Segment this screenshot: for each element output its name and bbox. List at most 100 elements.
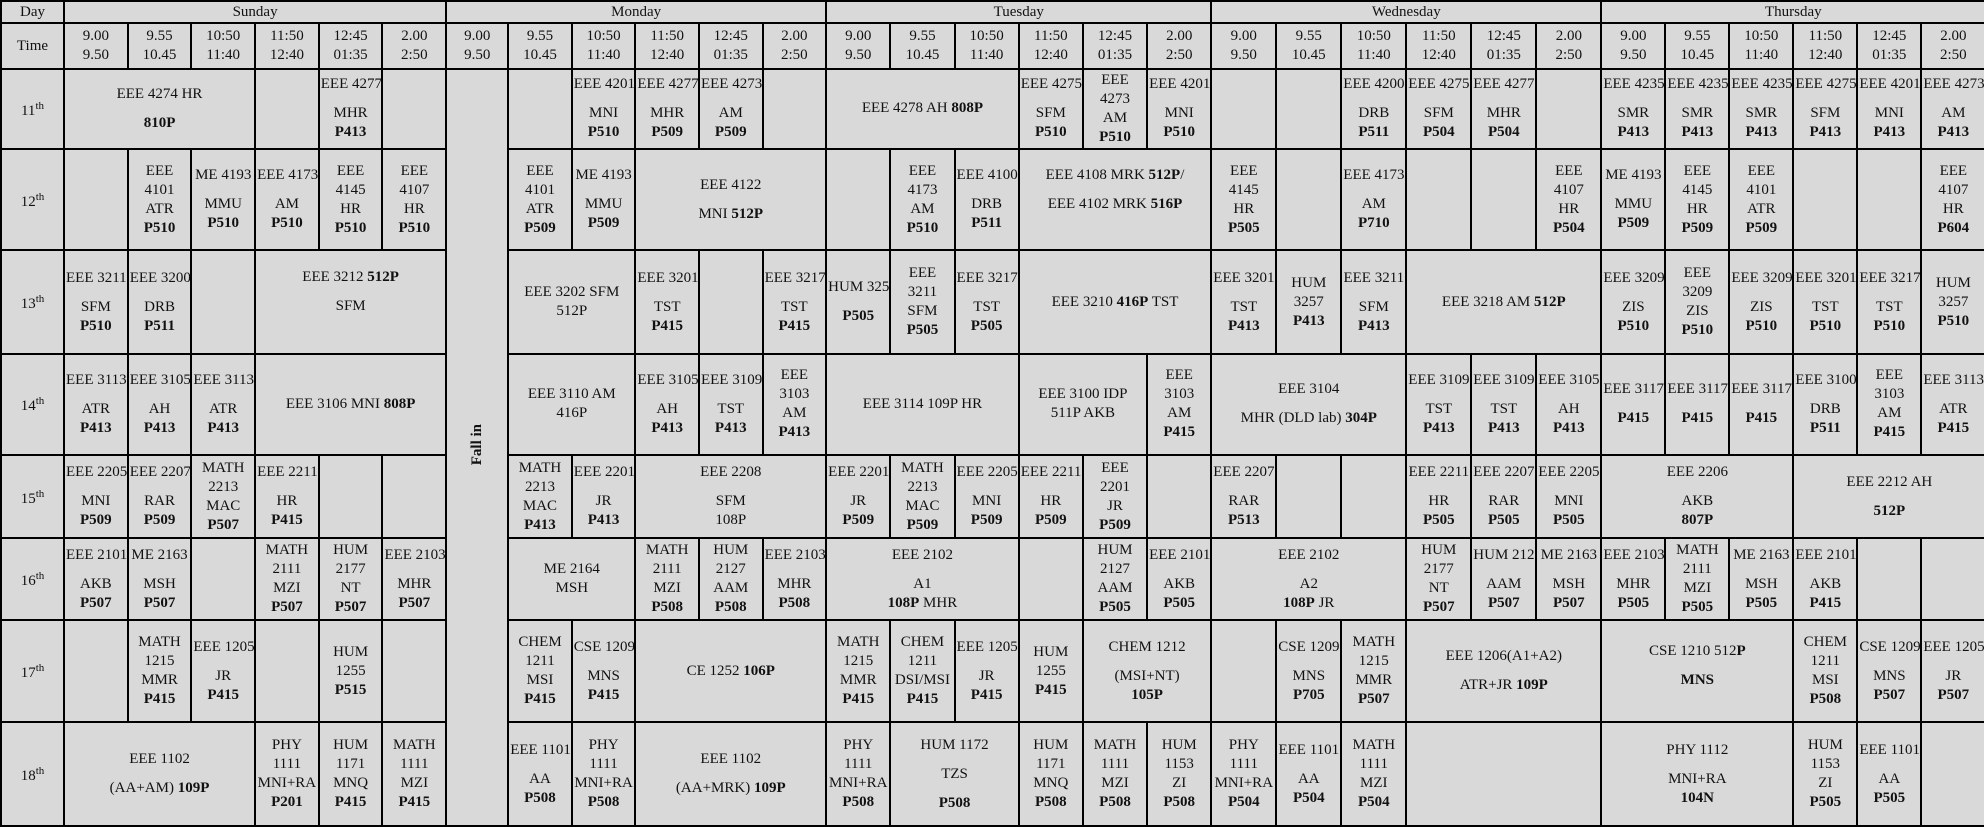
spacer [257,482,317,492]
lab-course: EEE 4122 [700,176,762,193]
room-number: P705 [1292,686,1325,703]
course-number: 1211 [1810,653,1841,670]
empty-slot [1405,147,1473,252]
course-code: EEE 4200 [1343,76,1405,93]
time-slot-thursday-6: 2.00 2:50 [1920,22,1984,70]
room-number: P510 [906,219,939,236]
teacher-initials: AM [274,196,299,213]
class-cell: CSE 1209 MNS P507 [1856,619,1923,724]
lab-session-cell: EEE 4122 MNI 512P [634,147,828,252]
course-number: 2177 [1423,561,1454,578]
room-number: P505 [1809,794,1842,811]
slot-start: 9.55 [1684,28,1711,44]
teacher-initials: MMU [584,196,623,213]
teacher-initials: AM [1167,405,1192,422]
teacher-initials: MZI [1683,580,1712,597]
teacher-initials: MMR [1355,672,1393,689]
course-code: EEE 3209 [1603,269,1665,286]
lab-course: EEE 3218 AM [1441,293,1535,310]
teacher-initials: TST [1875,298,1903,315]
slot-start: 9.00 [845,28,872,44]
teacher-initials: SFM [907,303,938,320]
room-number: P510 [207,215,240,232]
room-number: P510 [1873,317,1906,334]
course-dept: EEE [1747,162,1776,179]
class-cell: EEE 3211 SFM P413 [1340,249,1408,355]
class-cell: EEE 1205 JR P415 [190,619,257,724]
lab-detail: 511P AKB [1050,405,1116,422]
class-cell: MATH 1111 MZI P504 [1340,721,1408,827]
course-dept: PHY [1228,737,1259,754]
teacher-initials: RAR [1488,493,1520,510]
class-cell: EEE 2201 JR P509 [1081,454,1149,540]
empty-slot [1856,147,1923,252]
course-dept: EEE [1683,162,1712,179]
spacer [892,755,1016,765]
batch-suffix: th [35,293,45,306]
lab-session-cell: HUM 1172 TZS P508 [889,721,1020,827]
empty-slot [1146,454,1213,540]
course-code: CSE 1209 [573,638,636,655]
room-number: P509 [143,512,176,529]
spacer [1408,390,1469,400]
class-cell: MATH 1111 MZI P415 [381,721,448,827]
room-number: P504 [1422,124,1455,141]
class-cell: EEE 3217 TST P415 [761,249,828,355]
room-number: P507 [1357,691,1390,708]
spacer [193,657,253,667]
spacer [1213,399,1404,409]
course-code: EEE 4201 [1149,76,1211,93]
course-dept: EEE [1683,265,1712,282]
course-number: 3211 [907,284,938,301]
room-number: P413 [1552,419,1585,436]
day-tuesday: Tuesday [825,0,1213,24]
class-cell: EEE 1101 AA P505 [1856,721,1923,827]
slot-start: 11:50 [1421,28,1456,44]
lab-line: EEE 3218 AM 512P [1408,293,1599,312]
slot-start: 2.00 [401,28,428,44]
batch-row-16: 16th EEE 2101 AKB P507 ME 2163 MSH P507 MATH 211… [0,537,1984,622]
empty-slot [254,619,320,724]
lab-room: 109P [1516,677,1548,694]
room-number: P509 [1099,516,1131,533]
spacer [66,390,126,400]
spacer [1538,390,1599,400]
teacher-initials: NT [340,580,361,597]
spacer [574,185,634,195]
batch-label: 18th [0,721,65,827]
lab-room: 512P [731,205,764,222]
time-slot-tuesday-1: 9.00 9.50 [825,22,892,70]
course-code: EEE 4275 [1020,76,1082,93]
room-number: P509 [842,512,875,529]
course-code: EEE 4235 [1667,76,1729,93]
spacer [257,326,444,336]
room-number: P413 [1809,124,1842,141]
lab-teacher: AKB [1681,493,1714,510]
room-number: P504 [1357,794,1390,811]
slot-start: 9.55 [146,28,173,44]
empty-slot [825,147,892,252]
lab-session-cell: EEE 1102 (AA+AM) 109P [62,721,257,827]
lab-session-cell: EEE 2212 AH 512P [1792,454,1984,540]
teacher-initials: AH [1557,400,1580,417]
project-session-cell: EEE 4100 DRB P511 [953,147,1020,252]
teacher-initials: HR [340,200,362,217]
lab-teacher: TST [1148,293,1179,310]
slot-end: 10.45 [905,47,940,63]
course-number: 1211 [525,653,555,670]
course-dept: MATH [836,634,880,651]
course-dept: CHEM [1803,634,1847,651]
empty-slot [381,68,448,150]
spacer [130,288,190,298]
teacher-initials: HR [403,200,425,217]
slot-end: 9.50 [1230,47,1257,63]
class-cell: EEE 2207 RAR P513 [1210,454,1278,540]
empty-slot [1275,68,1343,150]
spacer [1278,657,1339,667]
course-code: EEE 3211 [1343,269,1405,286]
class-cell: HUM 1171 MNQ P508 [1017,721,1084,827]
room-number: P415 [1873,424,1906,441]
class-cell: EEE 3211 SFM P505 [889,249,956,355]
course-code: EEE 1205 [193,638,255,655]
spacer [701,94,761,104]
